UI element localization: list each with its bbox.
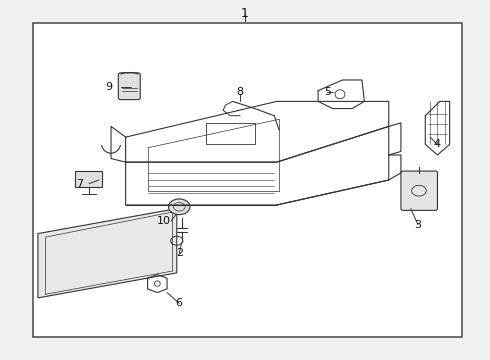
Text: 8: 8 — [237, 87, 244, 98]
Text: 2: 2 — [175, 248, 183, 258]
Circle shape — [169, 199, 190, 215]
Polygon shape — [38, 208, 177, 298]
Text: 10: 10 — [157, 216, 171, 226]
Text: 3: 3 — [415, 220, 421, 230]
FancyBboxPatch shape — [33, 23, 462, 337]
Text: 7: 7 — [76, 179, 83, 189]
Text: 4: 4 — [434, 139, 441, 149]
Text: 5: 5 — [324, 87, 331, 98]
Text: 1: 1 — [241, 8, 249, 21]
Text: 9: 9 — [105, 82, 112, 92]
FancyBboxPatch shape — [118, 73, 140, 100]
FancyBboxPatch shape — [75, 171, 102, 187]
FancyBboxPatch shape — [401, 171, 438, 210]
Text: 6: 6 — [176, 298, 183, 308]
